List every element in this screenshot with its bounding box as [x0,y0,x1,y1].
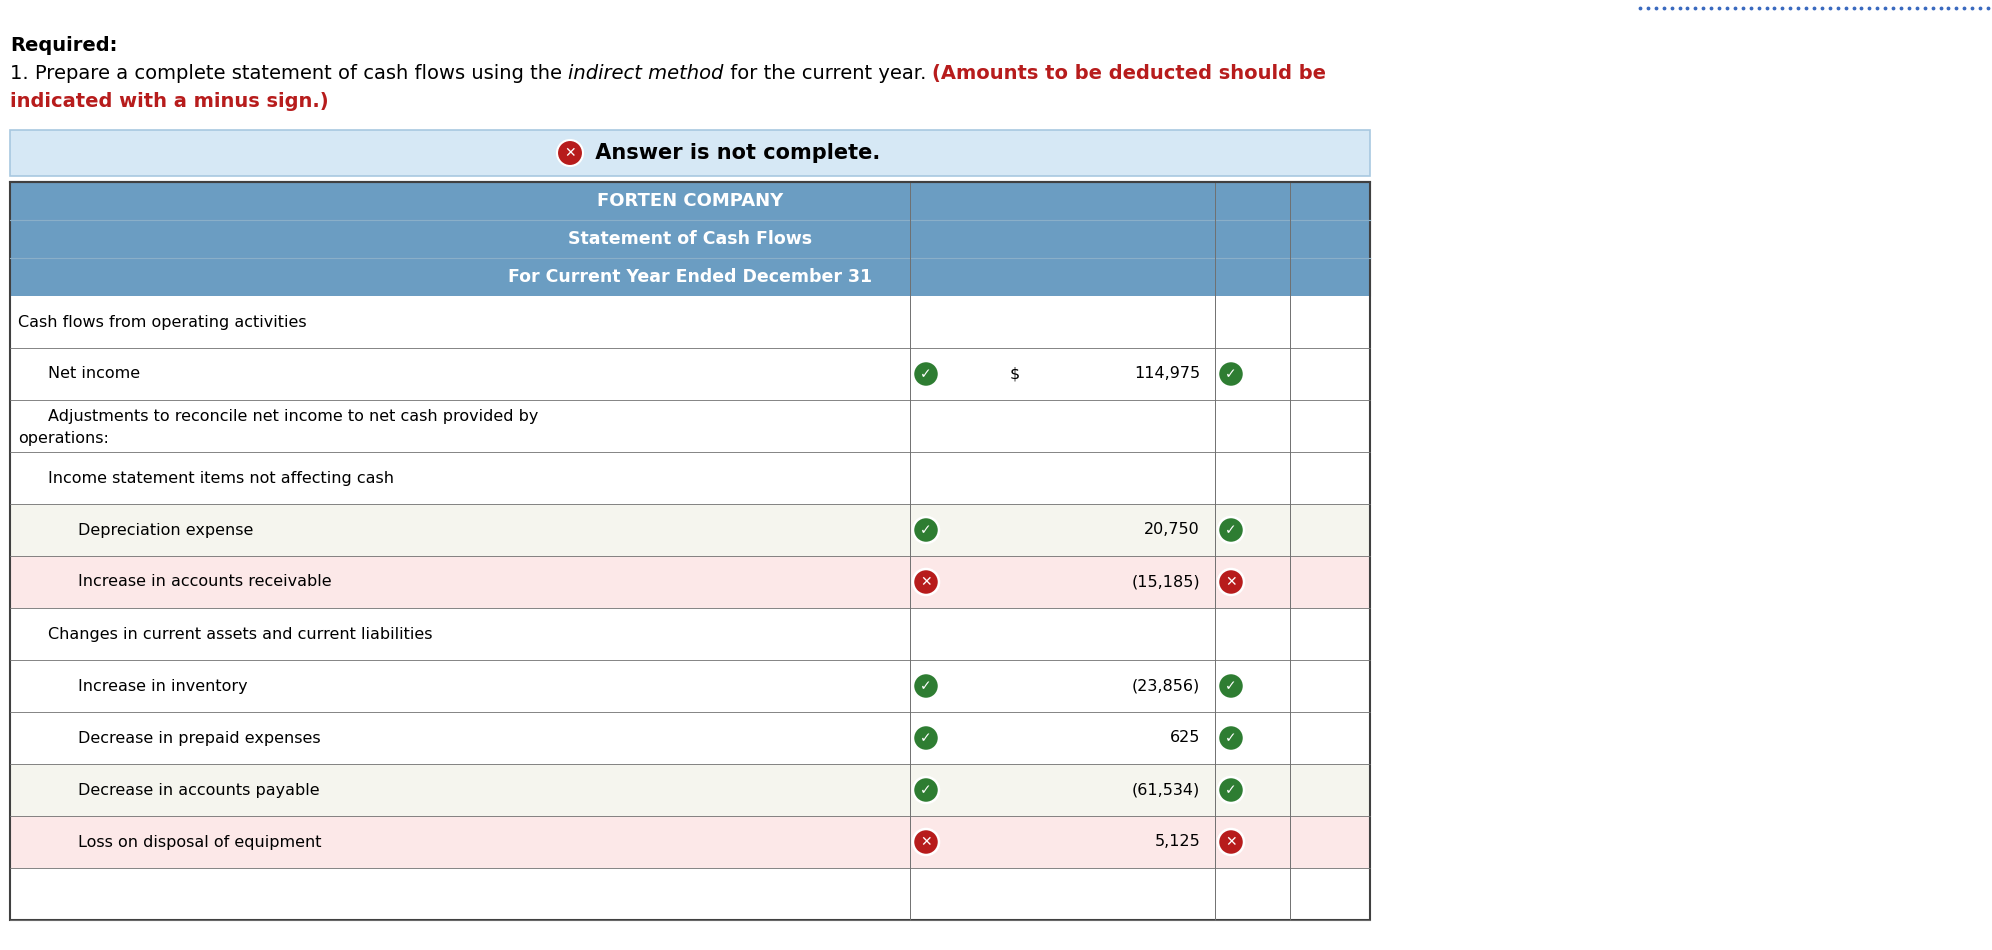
Text: operations:: operations: [18,430,110,446]
Bar [10,220,1370,258]
Bar [10,868,1370,920]
Bar [10,348,1370,400]
Text: ✕: ✕ [920,575,932,589]
Text: ✕: ✕ [564,146,576,160]
Text: ✓: ✓ [920,679,932,693]
Text: Depreciation expense: Depreciation expense [78,522,253,538]
Text: ✓: ✓ [1225,731,1237,745]
Bar [10,130,1370,176]
Circle shape [912,517,938,543]
Bar [10,182,1370,220]
Text: ✓: ✓ [920,523,932,537]
Bar [10,400,1370,452]
Text: ✓: ✓ [1225,783,1237,797]
Text: Changes in current assets and current liabilities: Changes in current assets and current li… [48,626,432,641]
Text: ✕: ✕ [1225,575,1237,589]
Circle shape [1217,829,1243,855]
Text: (61,534): (61,534) [1131,783,1199,797]
Circle shape [1217,517,1243,543]
Circle shape [912,829,938,855]
Text: Increase in accounts receivable: Increase in accounts receivable [78,575,331,590]
Text: 114,975: 114,975 [1133,367,1199,382]
Circle shape [1217,361,1243,387]
Text: 1.: 1. [10,64,36,83]
Bar [10,816,1370,868]
Text: (Amounts to be deducted should be: (Amounts to be deducted should be [932,64,1327,83]
Circle shape [912,673,938,699]
Text: For Current Year Ended December 31: For Current Year Ended December 31 [508,268,872,286]
Circle shape [912,725,938,751]
Bar [10,296,1370,348]
Text: ✓: ✓ [920,731,932,745]
Circle shape [1217,673,1243,699]
Text: indirect method: indirect method [568,64,723,83]
Bar [10,504,1370,556]
Circle shape [558,140,584,166]
Bar [10,258,1370,296]
Text: for the current year.: for the current year. [723,64,932,83]
Circle shape [912,777,938,803]
Text: Loss on disposal of equipment: Loss on disposal of equipment [78,834,321,849]
Text: Increase in inventory: Increase in inventory [78,678,247,694]
Text: ✓: ✓ [1225,679,1237,693]
Text: Adjustments to reconcile net income to net cash provided by: Adjustments to reconcile net income to n… [48,408,538,424]
Bar [10,660,1370,712]
Text: (23,856): (23,856) [1131,678,1199,694]
Text: ✕: ✕ [1225,835,1237,849]
Bar [10,452,1370,504]
Circle shape [912,361,938,387]
Text: 20,750: 20,750 [1143,522,1199,538]
Bar [10,764,1370,816]
Text: ✓: ✓ [920,783,932,797]
Circle shape [1217,725,1243,751]
Text: Decrease in accounts payable: Decrease in accounts payable [78,783,319,797]
Bar [10,556,1370,608]
Bar [10,712,1370,764]
Text: 625: 625 [1169,731,1199,746]
Circle shape [1217,569,1243,595]
Text: ✓: ✓ [920,367,932,381]
Text: Cash flows from operating activities: Cash flows from operating activities [18,314,307,330]
Text: Answer is not complete.: Answer is not complete. [588,143,880,163]
Text: Income statement items not affecting cash: Income statement items not affecting cas… [48,470,394,485]
Text: Net income: Net income [48,367,139,382]
Text: $: $ [1010,367,1020,382]
Circle shape [1217,777,1243,803]
Text: ✕: ✕ [920,835,932,849]
Text: (15,185): (15,185) [1131,575,1199,590]
Text: Required:: Required: [10,36,118,55]
Text: ✓: ✓ [1225,367,1237,381]
Text: Prepare a complete statement of cash flows using the: Prepare a complete statement of cash flo… [36,64,568,83]
Text: Statement of Cash Flows: Statement of Cash Flows [568,230,813,248]
Text: ✓: ✓ [1225,523,1237,537]
Bar [10,608,1370,660]
Bar [10,182,1370,920]
Text: 5,125: 5,125 [1153,834,1199,849]
Text: Decrease in prepaid expenses: Decrease in prepaid expenses [78,731,321,746]
Circle shape [912,569,938,595]
Text: indicated with a minus sign.): indicated with a minus sign.) [10,92,329,111]
Text: FORTEN COMPANY: FORTEN COMPANY [598,192,783,210]
